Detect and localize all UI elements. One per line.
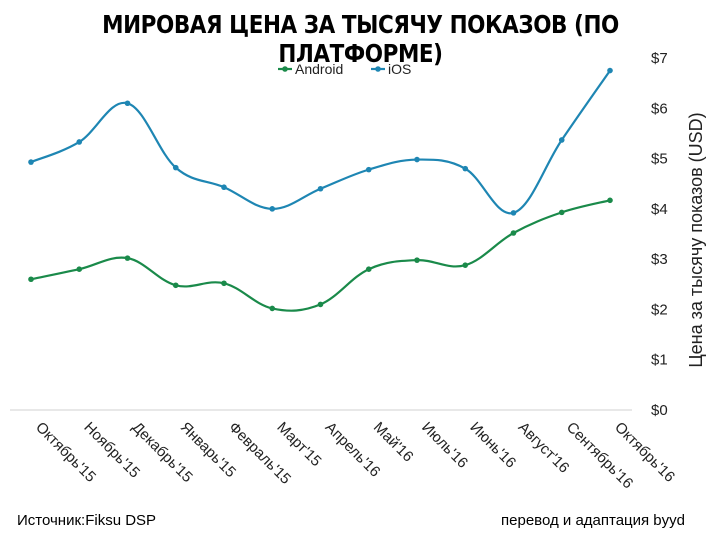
y-tick-label: $3: [651, 251, 668, 268]
data-point-ios: [607, 67, 613, 74]
y-tick-label: $5: [651, 151, 668, 168]
data-point-ios: [414, 156, 420, 163]
data-point-ios: [124, 100, 131, 107]
data-point-android: [365, 266, 372, 273]
data-point-android: [269, 305, 276, 312]
data-point-ios: [172, 164, 179, 171]
data-point-ios: [510, 210, 517, 216]
data-point-android: [28, 276, 34, 283]
series-layer: [28, 67, 613, 312]
data-point-android: [317, 301, 324, 308]
data-point-ios: [76, 139, 83, 145]
x-tick-label: Май'16: [370, 419, 417, 466]
series-line-android: [30, 199, 611, 312]
y-tick-label: $6: [651, 100, 668, 117]
legend-dot-android: [282, 66, 288, 72]
data-point-ios: [269, 206, 276, 212]
data-point-ios: [462, 165, 469, 172]
x-tick-label: Июль'16: [418, 419, 471, 472]
source-note: Источник:Fiksu DSP: [17, 512, 157, 529]
y-tick-label: $7: [651, 50, 668, 67]
data-point-android: [607, 197, 613, 204]
x-tick-label: Июнь'16: [466, 419, 519, 472]
y-tick-label: $1: [651, 352, 668, 369]
y-tick-labels: $0 $1 $2 $3 $4 $5 $6 $7: [651, 50, 668, 419]
data-point-ios: [317, 185, 324, 192]
legend-dot-ios: [375, 66, 381, 72]
data-point-android: [510, 230, 517, 236]
data-point-android: [172, 282, 179, 289]
data-point-ios: [28, 159, 34, 165]
chart-title: МИРОВАЯ ЦЕНА ЗА ТЫСЯЧУ ПОКАЗОВ (ПО ПЛАТФ…: [102, 10, 619, 68]
y-tick-label: $0: [651, 402, 668, 419]
y-axis-label: Цена за тысячу показов (USD): [686, 112, 706, 367]
legend: Android iOS: [278, 61, 411, 77]
data-point-android: [221, 280, 227, 287]
data-point-android: [462, 262, 469, 268]
y-tick-label: $4: [651, 201, 668, 218]
data-point-ios: [365, 166, 372, 173]
series-line-ios: [30, 69, 611, 215]
legend-label-android: Android: [295, 61, 343, 77]
y-tick-label: $2: [651, 301, 668, 318]
data-point-ios: [221, 184, 227, 191]
legend-label-ios: iOS: [388, 61, 411, 77]
x-tick-label: Август'16: [515, 419, 573, 477]
data-point-android: [76, 266, 83, 273]
credit-note: перевод и адаптация byyd: [501, 512, 685, 529]
data-point-android: [558, 209, 565, 216]
data-point-android: [414, 257, 420, 263]
data-point-android: [124, 255, 131, 261]
data-point-ios: [558, 137, 565, 143]
x-tick-labels: Октябрь'15Ноябрь'15Декабрь'15Январь'15Фе…: [32, 419, 678, 492]
